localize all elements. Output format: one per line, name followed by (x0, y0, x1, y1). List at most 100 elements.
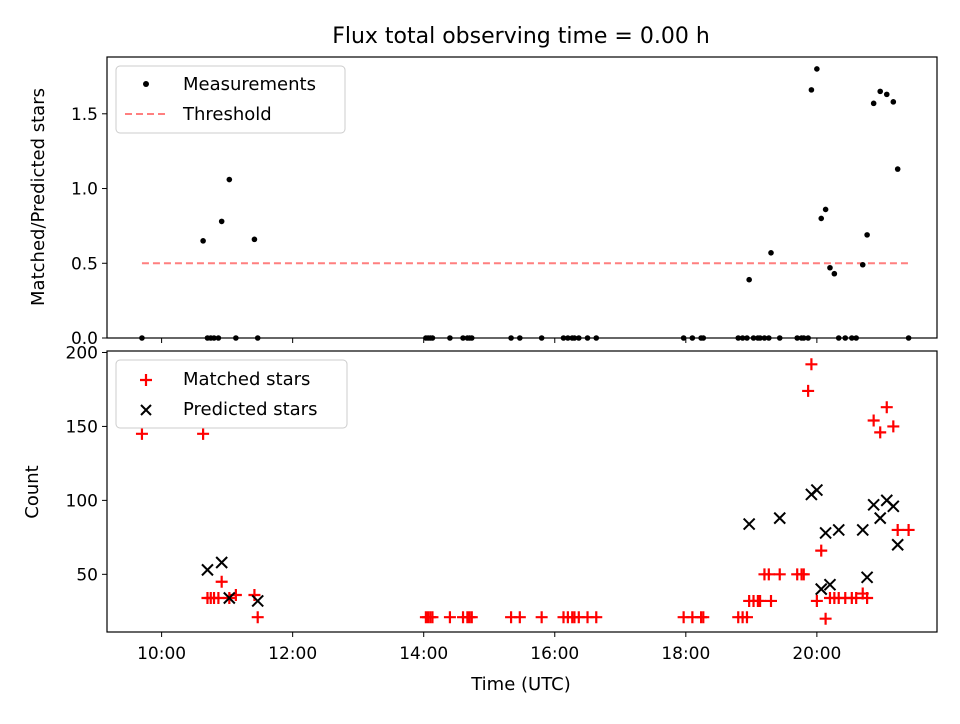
matched-star-point (251, 611, 264, 624)
matched-star-point (867, 414, 880, 427)
top-plot-marks (139, 66, 912, 341)
measurement-point (254, 335, 261, 341)
measurement-point (877, 88, 884, 95)
predicted-star-point (856, 523, 869, 537)
x-axis-label: Time (UTC) (470, 674, 571, 695)
matched-star-point (887, 420, 900, 433)
measurement-point (211, 335, 217, 341)
measurement-point (689, 335, 696, 341)
measurement-point (883, 91, 890, 98)
predicted-star-point (867, 498, 880, 512)
matched-star-point (773, 568, 786, 581)
measurement-point (251, 236, 258, 243)
matched-star-point (861, 591, 874, 604)
top-y-axis-label: Matched/Predicted stars (28, 88, 49, 306)
measurement-point (853, 335, 859, 341)
legend-threshold-label: Threshold (182, 104, 272, 125)
matched-star-point (426, 611, 439, 624)
bottom-panel: 50 100 150 200 10:00 12:00 14:00 16:00 18:00 20:… (22, 343, 938, 695)
measurement-point (864, 232, 870, 238)
measurement-point (859, 261, 866, 268)
measurement-point (894, 166, 901, 172)
measurement-point (835, 335, 842, 341)
matched-star-point (874, 426, 887, 439)
matched-star-point (765, 594, 777, 607)
measurement-point (447, 335, 453, 341)
measurement-point (761, 335, 768, 341)
top-y-tick-label: 0.0 (71, 329, 98, 349)
bottom-y-axis-label: Count (22, 465, 43, 518)
x-tick-label: 14:00 (399, 644, 448, 664)
matched-star-point (891, 523, 904, 536)
matched-star-point (513, 611, 526, 624)
predicted-star-point (251, 594, 264, 608)
measurement-point (565, 335, 571, 341)
measurement-point (800, 335, 807, 341)
top-y-tick-label: 1.0 (71, 180, 98, 200)
bottom-y-ticks: 50 100 150 200 (66, 343, 107, 585)
measurement-point (805, 335, 811, 341)
predicted-star-point (832, 523, 845, 537)
legend-matched-marker (140, 374, 152, 386)
predicted-star-point (815, 582, 828, 596)
bottom-y-tick-label: 200 (66, 343, 98, 363)
measurement-point (814, 66, 820, 72)
chart-title: Flux total observing time = 0.00 h (332, 24, 710, 49)
matched-star-point (697, 611, 710, 624)
x-tick-label: 16:00 (530, 644, 579, 664)
legend-predicted-marker (140, 404, 152, 416)
legend-measurements-label: Measurements (183, 74, 316, 95)
predicted-star-point (887, 500, 900, 513)
predicted-star-point (223, 591, 236, 605)
matched-star-point (754, 594, 767, 607)
matched-star-point (212, 591, 225, 604)
matched-star-point (762, 568, 775, 581)
matched-star-point (797, 568, 810, 581)
measurement-point (890, 99, 897, 105)
measurement-point (739, 335, 746, 341)
matched-star-point (850, 591, 863, 604)
matched-star-point (819, 612, 832, 625)
measurement-point (200, 238, 206, 244)
matched-star-point (902, 523, 915, 536)
matched-star-point (215, 575, 228, 588)
measurement-point (593, 335, 600, 341)
matched-star-point (590, 611, 603, 624)
measurement-point (776, 335, 783, 341)
measurement-point (233, 335, 239, 341)
measurement-point (750, 335, 757, 341)
measurement-point (827, 264, 833, 271)
bottom-y-tick-label: 100 (66, 491, 98, 511)
matched-star-point (135, 427, 148, 440)
measurement-point (746, 276, 752, 283)
legend-matched-label: Matched stars (183, 369, 310, 390)
measurement-point (218, 218, 225, 225)
top-y-tick-label: 1.5 (71, 105, 98, 125)
bottom-y-tick-label: 50 (76, 565, 98, 585)
predicted-star-point (823, 578, 837, 591)
measurement-point (700, 335, 707, 341)
measurement-point (768, 250, 774, 256)
measurement-point (818, 215, 825, 222)
top-panel: 0.0 0.5 1.0 1.5 Matched/Predicted stars Mea… (28, 56, 938, 349)
measurement-point (870, 100, 877, 107)
measurement-point (849, 335, 855, 341)
measurement-point (794, 335, 801, 341)
predicted-star-point (201, 563, 214, 577)
matched-star-point (805, 358, 818, 371)
bottom-y-tick-label: 150 (66, 417, 98, 437)
matched-star-point (535, 611, 548, 624)
measurement-point (468, 335, 475, 341)
top-y-tick-label: 0.5 (71, 254, 98, 274)
measurement-point (215, 335, 222, 341)
measurement-point (508, 335, 514, 341)
matched-star-point (802, 384, 815, 397)
measurement-point (460, 335, 466, 341)
measurement-point (226, 176, 233, 183)
measurement-point (808, 87, 815, 93)
matched-star-point (815, 544, 828, 557)
measurement-point (517, 335, 523, 341)
measurement-point (575, 335, 582, 341)
